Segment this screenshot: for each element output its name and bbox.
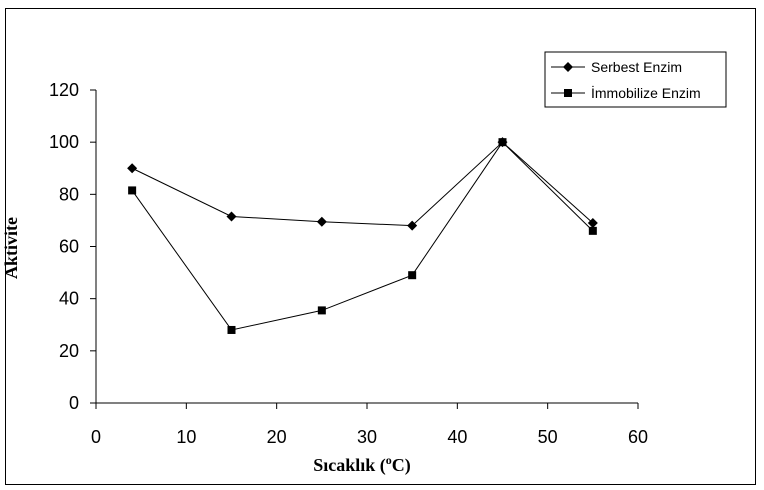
data-point — [588, 226, 597, 235]
data-point — [227, 325, 236, 334]
data-point — [128, 186, 137, 195]
series-1 — [127, 137, 598, 231]
data-point — [127, 163, 138, 174]
legend-marker — [563, 62, 573, 72]
y-tick-label: 40 — [59, 289, 79, 309]
data-point — [498, 138, 507, 147]
legend-label: İmmobilize Enzim — [591, 84, 701, 101]
x-tick-label: 20 — [267, 427, 287, 447]
y-tick-label: 20 — [59, 341, 79, 361]
y-tick-label: 120 — [49, 80, 79, 100]
x-tick-label: 50 — [538, 427, 558, 447]
legend-marker — [564, 89, 572, 97]
series-layer — [127, 137, 598, 334]
data-point — [226, 211, 237, 222]
series-line — [131, 141, 594, 331]
x-axis-label: Sıcaklık (oC) — [313, 453, 411, 476]
data-point — [317, 306, 326, 315]
x-tick-label: 40 — [447, 427, 467, 447]
x-tick-label: 60 — [628, 427, 648, 447]
x-tick-label: 10 — [176, 427, 196, 447]
y-tick-label: 60 — [59, 237, 79, 257]
axes: 0 20 40 60 80 100 120 0 10 20 30 40 50 60 — [49, 80, 648, 447]
y-axis-label: Aktivite — [1, 217, 21, 279]
x-tick-label: 0 — [91, 427, 101, 447]
legend-box — [544, 51, 727, 108]
x-tick-label: 30 — [357, 427, 377, 447]
data-point — [316, 216, 327, 227]
series-line — [131, 141, 594, 227]
data-point — [587, 218, 598, 229]
y-tick-label: 0 — [69, 393, 79, 413]
legend-label: Serbest Enzim — [591, 59, 682, 75]
y-tick-label: 100 — [49, 132, 79, 152]
data-point — [408, 271, 417, 280]
legend: Serbest Enzim İmmobilize Enzim — [544, 51, 727, 108]
y-tick-label: 80 — [59, 184, 79, 204]
series-2 — [128, 138, 597, 334]
data-point — [407, 220, 418, 231]
